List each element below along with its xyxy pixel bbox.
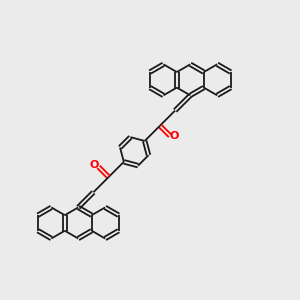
- Text: O: O: [89, 160, 99, 170]
- Text: O: O: [170, 131, 179, 141]
